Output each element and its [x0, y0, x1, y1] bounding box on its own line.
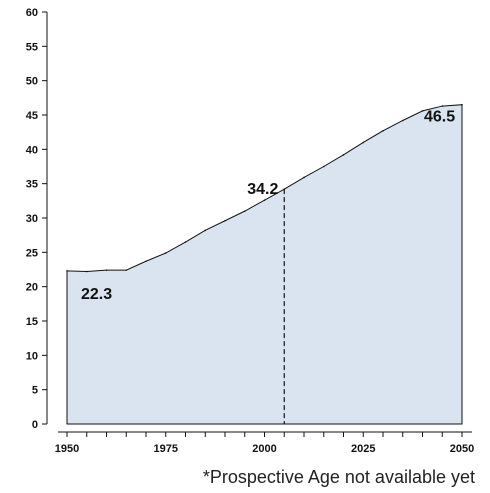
y-tick-label: 5	[32, 385, 38, 397]
data-point	[66, 270, 68, 272]
data-point	[125, 269, 128, 271]
data-point	[441, 105, 444, 107]
y-tick-label: 20	[26, 282, 38, 294]
data-label: 34.2	[247, 181, 278, 198]
y-tick-label: 0	[32, 419, 38, 431]
data-point	[85, 270, 88, 273]
x-axis: 1950 1975 2000 2025 2050	[55, 431, 474, 455]
data-point	[461, 103, 463, 106]
y-tick-label: 45	[26, 110, 38, 122]
plot-area	[66, 103, 463, 425]
data-point	[105, 269, 108, 271]
data-point	[224, 219, 226, 222]
data-point	[322, 165, 325, 168]
data-label: 22.3	[81, 286, 112, 303]
data-label: 46.5	[424, 109, 455, 126]
x-tick-label: 2000	[252, 443, 276, 455]
x-tick-label: 2025	[351, 443, 375, 455]
data-point	[243, 210, 246, 212]
area-series	[66, 104, 463, 425]
y-tick-label: 30	[26, 213, 38, 225]
footnote: *Prospective Age not available yet	[202, 467, 475, 487]
data-point	[145, 260, 147, 263]
y-tick-label: 40	[26, 144, 38, 156]
y-tick-label: 60	[26, 7, 38, 19]
y-tick-label: 50	[26, 76, 38, 88]
y-tick-label: 35	[26, 179, 38, 191]
x-tick-label: 1975	[154, 443, 178, 455]
data-point	[184, 241, 187, 243]
data-point	[401, 119, 404, 122]
data-point	[263, 199, 266, 201]
data-point	[342, 154, 345, 156]
data-point	[204, 229, 207, 232]
data-point	[164, 252, 167, 254]
y-tick-label: 15	[26, 316, 38, 328]
x-tick-label: 1950	[55, 443, 79, 455]
y-tick-label: 25	[26, 247, 38, 259]
data-point	[382, 129, 384, 132]
y-tick-label: 55	[26, 41, 38, 53]
data-point	[303, 176, 305, 179]
x-tick-label: 2050	[450, 443, 474, 455]
data-point	[421, 110, 424, 112]
y-tick-label: 10	[26, 350, 38, 362]
data-labels: 22.3 34.2 46.5	[81, 109, 455, 303]
y-axis: 0 5 10 15 20 25 30 35 40 45 50 55 60	[26, 7, 48, 431]
data-point	[362, 141, 365, 144]
